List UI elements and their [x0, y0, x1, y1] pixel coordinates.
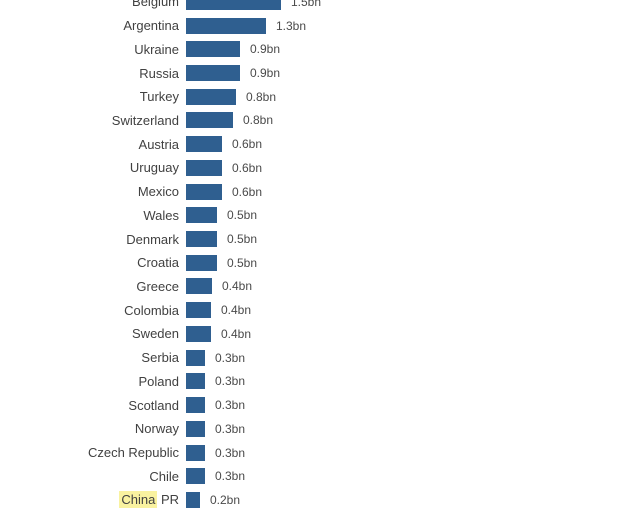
country-label: Poland: [138, 373, 179, 389]
value-label: 0.3bn: [215, 445, 246, 460]
country-label: Scotland: [128, 397, 179, 413]
chart-row: Norway 0.3bn: [0, 417, 640, 441]
value-label: 0.8bn: [243, 113, 274, 128]
chart-row: Switzerland 0.8bn: [0, 109, 640, 133]
country-label: Norway: [134, 421, 179, 437]
bar: [186, 136, 222, 153]
bar: [186, 183, 222, 200]
chart-row: Serbia 0.3bn: [0, 346, 640, 370]
bar: [186, 349, 205, 366]
chart-row: Argentina 1.3bn: [0, 14, 640, 38]
chart-row: Uruguay 0.6bn: [0, 156, 640, 180]
country-label: Mexico: [137, 184, 179, 200]
bar: [186, 491, 200, 508]
bar: [186, 254, 217, 271]
value-label: 0.5bn: [227, 255, 258, 270]
bar: [186, 159, 222, 176]
bar: [186, 0, 281, 10]
value-label: 0.3bn: [215, 374, 246, 389]
country-label: Wales: [143, 207, 179, 223]
value-label: 0.9bn: [250, 42, 281, 57]
country-label: Belgium: [132, 0, 179, 10]
value-label: 0.5bn: [227, 232, 258, 247]
value-label: 0.8bn: [246, 89, 277, 104]
search-highlight: China: [119, 491, 158, 509]
value-label: 0.4bn: [221, 326, 252, 341]
chart-row: Ukraine 0.9bn: [0, 37, 640, 61]
bar: [186, 88, 236, 105]
country-label: Sweden: [132, 326, 179, 342]
value-label: 0.3bn: [215, 421, 246, 436]
value-label: 0.3bn: [215, 398, 246, 413]
bar: [186, 112, 233, 129]
bar: [186, 373, 205, 390]
chart-row: Russia 0.9bn: [0, 61, 640, 85]
value-label: 0.4bn: [222, 279, 253, 294]
bar: [186, 65, 240, 82]
value-label: 0.4bn: [221, 303, 252, 318]
country-label: Serbia: [141, 350, 179, 366]
bar: [186, 231, 217, 248]
bar: [186, 444, 205, 461]
chart-row: Mexico 0.6bn: [0, 180, 640, 204]
value-label: 0.3bn: [215, 469, 246, 484]
bar: [186, 420, 205, 437]
chart-row: Colombia 0.4bn: [0, 298, 640, 322]
bar: [186, 302, 211, 319]
value-label: 0.6bn: [232, 184, 263, 199]
value-label: 0.6bn: [232, 137, 263, 152]
country-label: Croatia: [137, 255, 179, 271]
country-label: Czech Republic: [87, 445, 179, 461]
chart-row: Turkey 0.8bn: [0, 85, 640, 109]
chart-row: Scotland 0.3bn: [0, 393, 640, 417]
country-label: Argentina: [123, 18, 179, 34]
country-label: China PR: [119, 491, 179, 509]
bar: [186, 397, 205, 414]
bar: [186, 468, 205, 485]
country-label: Uruguay: [129, 160, 179, 176]
chart-row: China PR 0.2bn: [0, 488, 640, 512]
value-label: 1.3bn: [276, 18, 307, 33]
country-label: Russia: [139, 65, 179, 81]
chart-row: Denmark 0.5bn: [0, 227, 640, 251]
chart-row: Poland 0.3bn: [0, 370, 640, 394]
country-label: Austria: [138, 136, 179, 152]
value-label: 0.2bn: [210, 492, 241, 507]
chart-row: Czech Republic 0.3bn: [0, 441, 640, 465]
country-label: Chile: [149, 468, 179, 484]
value-label: 0.5bn: [227, 208, 258, 223]
country-label: Switzerland: [111, 112, 179, 128]
value-label: 0.9bn: [250, 66, 281, 81]
bar: [186, 278, 212, 295]
chart-row: Greece 0.4bn: [0, 275, 640, 299]
bar: [186, 41, 240, 58]
chart-row: Chile 0.3bn: [0, 464, 640, 488]
country-label: Denmark: [126, 231, 179, 247]
country-label: Turkey: [139, 89, 179, 105]
chart-row: Belgium 1.5bn: [0, 0, 640, 14]
country-label: Greece: [136, 278, 179, 294]
value-label: 1.5bn: [291, 0, 322, 9]
bar: [186, 325, 211, 342]
chart-row: Sweden 0.4bn: [0, 322, 640, 346]
chart-row: Austria 0.6bn: [0, 132, 640, 156]
value-label: 0.3bn: [215, 350, 246, 365]
bar: [186, 17, 266, 34]
bar: [186, 207, 217, 224]
country-label: Colombia: [124, 302, 179, 318]
chart-row: Croatia 0.5bn: [0, 251, 640, 275]
chart-row: Wales 0.5bn: [0, 203, 640, 227]
value-label: 0.6bn: [232, 160, 263, 175]
country-label: Ukraine: [134, 41, 179, 57]
